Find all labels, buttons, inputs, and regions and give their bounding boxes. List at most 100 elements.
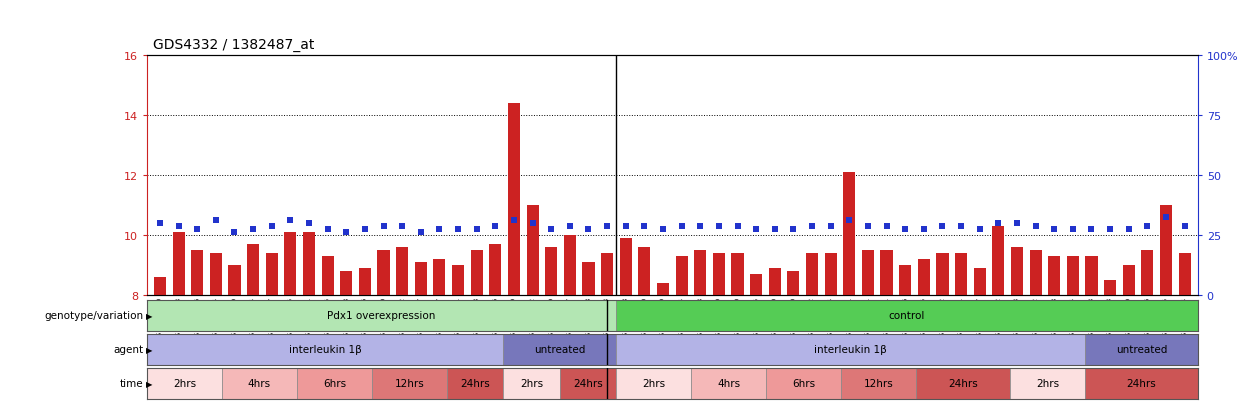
Bar [616, 334, 1086, 365]
Bar [372, 368, 447, 399]
Bar [1067, 256, 1079, 413]
Bar [768, 268, 781, 413]
Bar [639, 247, 650, 413]
Text: 2hrs: 2hrs [520, 378, 543, 388]
Bar [880, 250, 893, 413]
Bar [899, 265, 911, 413]
Text: ▶: ▶ [146, 379, 152, 388]
Text: untreated: untreated [1116, 344, 1167, 354]
Bar [1011, 247, 1023, 413]
Bar [713, 253, 725, 413]
Bar [471, 250, 483, 413]
Bar [303, 232, 315, 413]
Bar [1086, 256, 1098, 413]
Text: GDS4332 / 1382487_at: GDS4332 / 1382487_at [153, 38, 315, 52]
Text: interleukin 1β: interleukin 1β [289, 344, 361, 354]
Text: 4hrs: 4hrs [717, 378, 741, 388]
Bar [527, 205, 539, 413]
Bar [154, 277, 166, 413]
Text: 6hrs: 6hrs [322, 378, 346, 388]
Bar [321, 256, 334, 413]
Bar [806, 253, 818, 413]
Bar [560, 368, 616, 399]
Bar [192, 250, 203, 413]
Bar [1104, 280, 1117, 413]
Bar [1086, 334, 1198, 365]
Text: 24hrs: 24hrs [949, 378, 979, 388]
Bar [992, 226, 1005, 413]
Bar [1086, 368, 1198, 399]
Bar [564, 235, 576, 413]
Bar [1142, 250, 1153, 413]
Bar [447, 368, 503, 399]
Bar [508, 104, 520, 413]
Text: agent: agent [113, 344, 143, 354]
Bar [1123, 265, 1134, 413]
Bar [749, 274, 762, 413]
Bar [247, 244, 259, 413]
Bar [787, 271, 799, 413]
Bar [1010, 368, 1086, 399]
Text: genotype/variation: genotype/variation [44, 311, 143, 320]
Bar [415, 262, 427, 413]
Bar [228, 265, 240, 413]
Bar [284, 232, 296, 413]
Bar [147, 300, 616, 331]
Bar [862, 250, 874, 413]
Bar [396, 247, 408, 413]
Text: 12hrs: 12hrs [395, 378, 425, 388]
Bar [147, 368, 222, 399]
Bar [433, 259, 446, 413]
Text: ▶: ▶ [146, 345, 152, 354]
Bar [265, 253, 278, 413]
Text: 12hrs: 12hrs [864, 378, 894, 388]
Bar [545, 247, 558, 413]
Bar [766, 368, 842, 399]
Bar [359, 268, 371, 413]
Bar [616, 300, 1198, 331]
Bar [916, 368, 1010, 399]
Bar [955, 253, 967, 413]
Bar [503, 368, 560, 399]
Bar [936, 253, 949, 413]
Bar [1030, 250, 1042, 413]
Text: 2hrs: 2hrs [1036, 378, 1059, 388]
Text: 24hrs: 24hrs [573, 378, 603, 388]
Bar [676, 256, 687, 413]
Bar [1160, 205, 1172, 413]
Bar [340, 271, 352, 413]
Text: time: time [120, 378, 143, 388]
Bar [298, 368, 372, 399]
Bar [1179, 253, 1190, 413]
Bar [732, 253, 743, 413]
Bar [503, 334, 616, 365]
Bar [583, 262, 595, 413]
Bar [489, 244, 502, 413]
Text: 4hrs: 4hrs [248, 378, 271, 388]
Bar [842, 368, 916, 399]
Text: 6hrs: 6hrs [792, 378, 815, 388]
Bar [222, 368, 298, 399]
Bar [974, 268, 986, 413]
Bar [147, 334, 503, 365]
Bar [620, 238, 631, 413]
Text: 2hrs: 2hrs [642, 378, 665, 388]
Bar [601, 253, 613, 413]
Text: 24hrs: 24hrs [461, 378, 491, 388]
Text: interleukin 1β: interleukin 1β [814, 344, 886, 354]
Text: control: control [889, 311, 925, 320]
Bar [452, 265, 464, 413]
Bar [657, 283, 669, 413]
Bar [210, 253, 222, 413]
Bar [843, 172, 855, 413]
Bar [377, 250, 390, 413]
Text: Pdx1 overexpression: Pdx1 overexpression [327, 311, 436, 320]
Bar [695, 250, 706, 413]
Bar [1048, 256, 1061, 413]
Bar [918, 259, 930, 413]
Text: untreated: untreated [534, 344, 585, 354]
Text: 24hrs: 24hrs [1127, 378, 1157, 388]
Bar [173, 232, 184, 413]
Bar [691, 368, 766, 399]
Bar [824, 253, 837, 413]
